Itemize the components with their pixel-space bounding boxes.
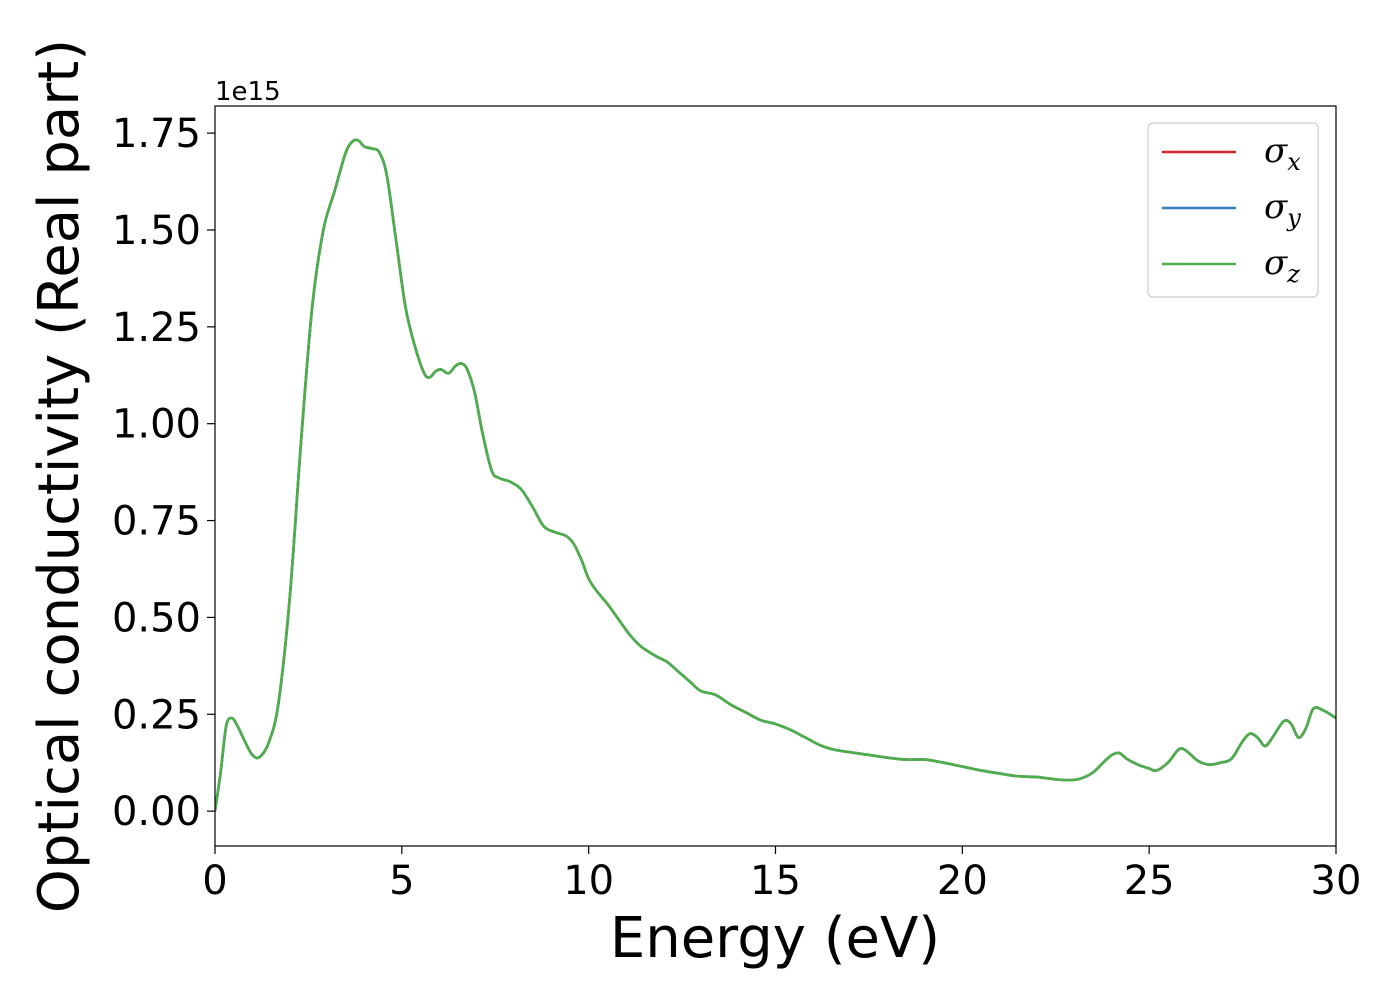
y-tick-label: 1.50: [112, 208, 201, 254]
series-layer: [215, 138, 1336, 812]
y-tick-label: 1.75: [112, 111, 201, 157]
y-axis: 0.00 0.25 0.50 0.75 1.00 1.25 1.50 1.75: [112, 111, 215, 835]
x-tick-label: 30: [1311, 858, 1362, 904]
x-tick-label: 10: [563, 858, 614, 904]
legend-frame: [1147, 122, 1319, 298]
y-tick-label: 0.00: [112, 789, 201, 835]
y-tick-label: 1.25: [112, 305, 201, 351]
legend-subscript: y: [1286, 204, 1301, 232]
legend-subscript: z: [1286, 260, 1300, 288]
x-tick-label: 25: [1124, 858, 1175, 904]
y-offset-label: 1e15: [215, 77, 281, 107]
x-tick-label: 20: [937, 858, 988, 904]
x-tick-label: 0: [202, 858, 227, 904]
x-axis: 0 5 10 15 20 25 30: [202, 846, 1361, 904]
series-line-sigma-z: [215, 138, 1336, 812]
y-tick-label: 1.00: [112, 402, 201, 448]
y-tick-label: 0.50: [112, 595, 201, 641]
y-tick-label: 0.25: [112, 692, 201, 738]
x-axis-label: Energy (eV): [610, 906, 940, 971]
legend-subscript: x: [1287, 148, 1301, 176]
x-tick-label: 5: [389, 858, 414, 904]
y-axis-label: Optical conductivity (Real part): [27, 39, 92, 913]
x-tick-label: 15: [750, 858, 801, 904]
y-tick-label: 0.75: [112, 499, 201, 545]
